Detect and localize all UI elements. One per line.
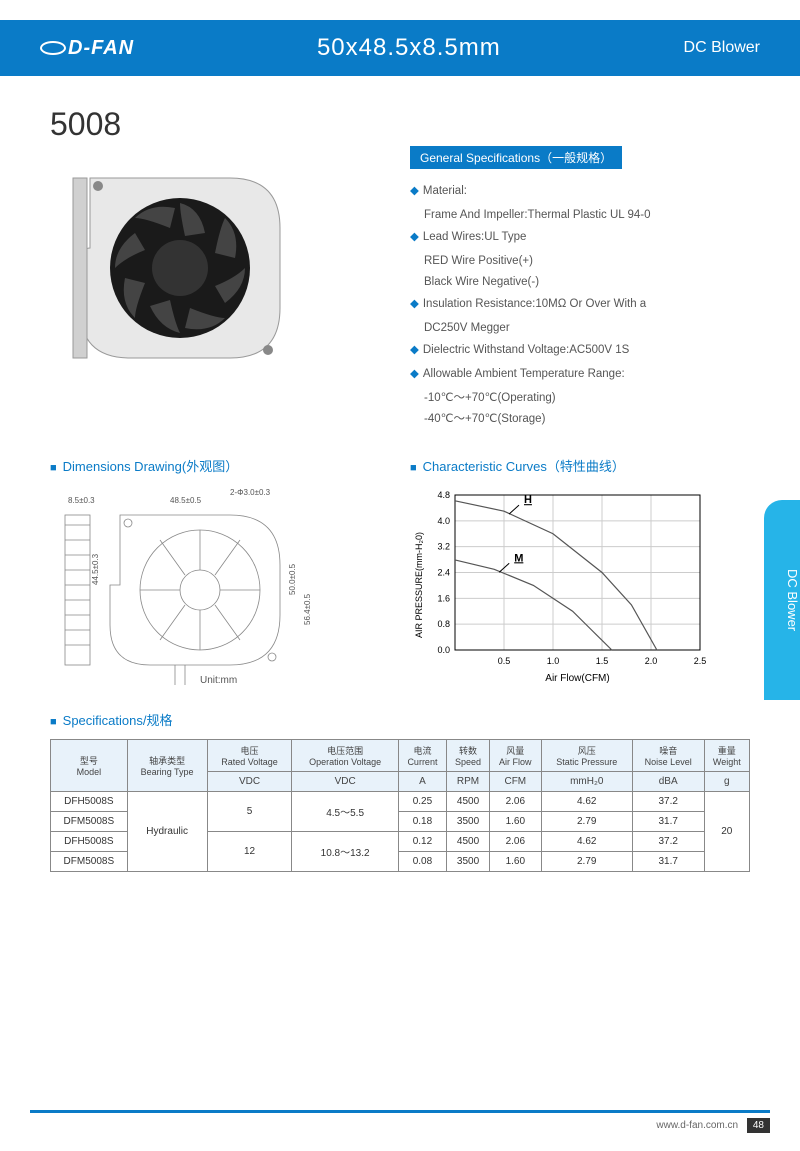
svg-text:4.8: 4.8 xyxy=(437,490,450,500)
svg-text:3.2: 3.2 xyxy=(437,542,450,552)
svg-text:Unit:mm: Unit:mm xyxy=(200,675,237,685)
footer: www.d-fan.com.cn 48 xyxy=(656,1120,770,1131)
product-image xyxy=(50,158,310,368)
svg-text:0.0: 0.0 xyxy=(437,645,450,655)
svg-text:H: H xyxy=(524,494,532,506)
svg-text:AIR PRESSURE(mm-H₂0): AIR PRESSURE(mm-H₂0) xyxy=(414,532,424,638)
specs-title: Specifications/规格 xyxy=(50,710,750,729)
svg-text:Air Flow(CFM): Air Flow(CFM) xyxy=(545,673,609,684)
logo: D-FAN xyxy=(40,37,134,60)
general-specs-list: ◆Material:Frame And Impeller:Thermal Pla… xyxy=(410,181,750,431)
svg-text:1.6: 1.6 xyxy=(437,594,450,604)
side-tab: DC Blower xyxy=(764,500,800,700)
specs-table: 型号Model轴承类型Bearing Type电压Rated Voltage电压… xyxy=(50,739,750,872)
curves-title: Characteristic Curves（特性曲线） xyxy=(410,456,750,475)
svg-text:2-Φ3.0±0.3: 2-Φ3.0±0.3 xyxy=(230,488,271,497)
svg-text:M: M xyxy=(514,553,523,565)
characteristic-chart: 0.0 0.8 1.6 2.4 3.2 4.0 4.8 0.5 1.0 1.5 2.0 2.5 H M AI… xyxy=(410,485,710,685)
svg-text:0.8: 0.8 xyxy=(437,619,450,629)
svg-text:2.4: 2.4 xyxy=(437,568,450,578)
svg-text:2.5: 2.5 xyxy=(694,656,707,666)
svg-text:56.4±0.5: 56.4±0.5 xyxy=(303,594,312,626)
general-specs-title: General Specifications（一般规格） xyxy=(410,146,622,169)
footer-url: www.d-fan.com.cn xyxy=(656,1120,738,1131)
svg-text:8.5±0.3: 8.5±0.3 xyxy=(68,496,95,505)
header-category: DC Blower xyxy=(684,39,760,57)
dimensions-drawing: 8.5±0.3 48.5±0.5 2-Φ3.0±0.3 44.5±0.3 50.… xyxy=(50,485,360,685)
svg-text:44.5±0.3: 44.5±0.3 xyxy=(91,554,100,586)
svg-text:1.5: 1.5 xyxy=(596,656,609,666)
drawing-title: Dimensions Drawing(外观图） xyxy=(50,456,380,475)
header-dimensions: 50x48.5x8.5mm xyxy=(134,34,683,62)
svg-text:48.5±0.5: 48.5±0.5 xyxy=(170,496,202,505)
footer-line xyxy=(30,1110,770,1113)
svg-text:2.0: 2.0 xyxy=(645,656,658,666)
product-number: 5008 xyxy=(50,106,380,143)
header-bar: D-FAN 50x48.5x8.5mm DC Blower xyxy=(0,20,800,76)
svg-text:1.0: 1.0 xyxy=(547,656,560,666)
svg-text:0.5: 0.5 xyxy=(498,656,511,666)
svg-text:50.0±0.5: 50.0±0.5 xyxy=(288,564,297,596)
svg-text:4.0: 4.0 xyxy=(437,516,450,526)
